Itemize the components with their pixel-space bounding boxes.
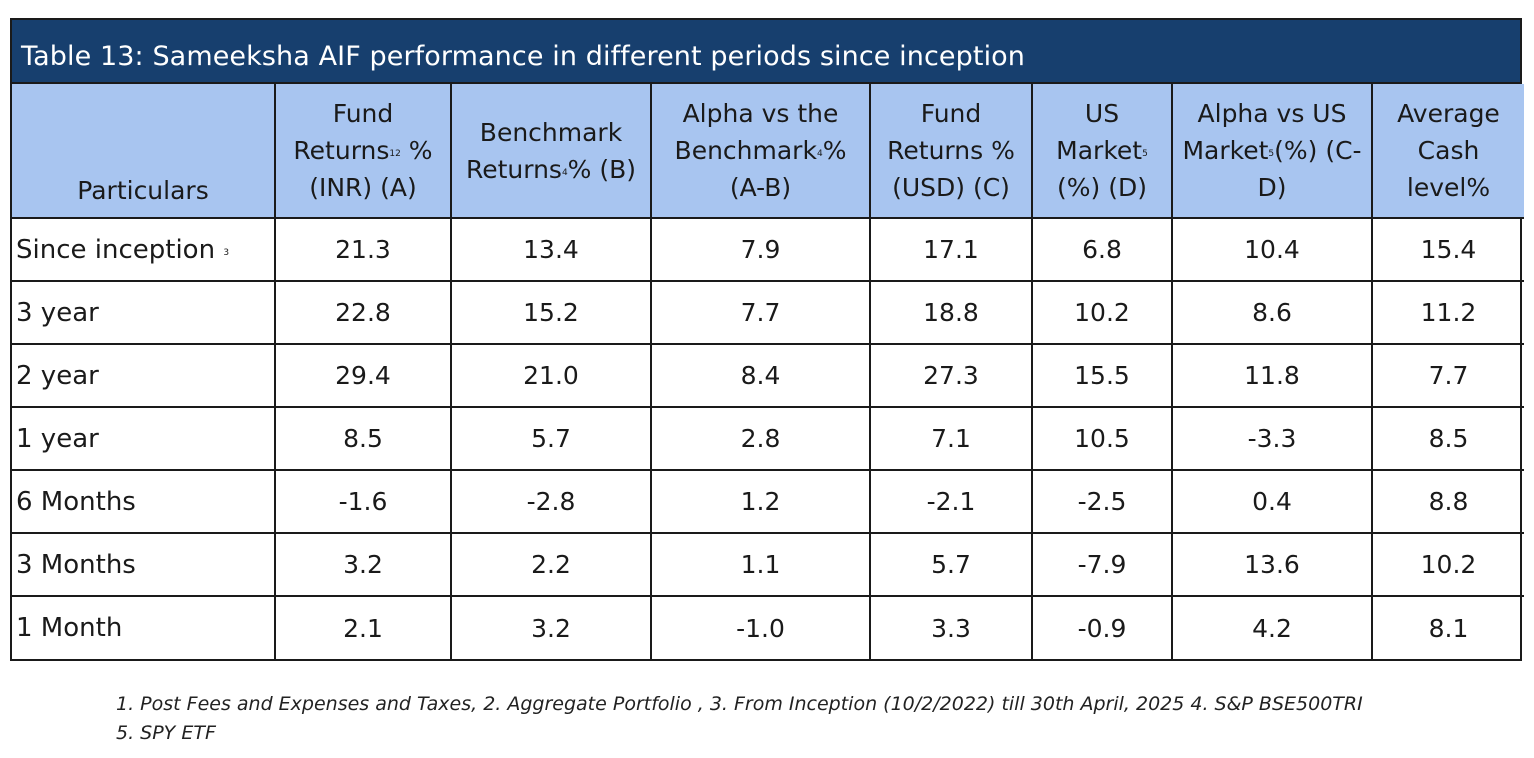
table-cell: 8.4	[650, 343, 871, 408]
row-label: 3 Months	[12, 532, 276, 597]
table-cell: -0.9	[1031, 595, 1173, 659]
table-cell: 15.4	[1371, 217, 1524, 282]
header-cell-alpha-vs-us-market: Alpha vs US Market5(%) (C-D)	[1171, 84, 1373, 219]
table-cell: 1.1	[650, 532, 871, 597]
table-cell: 8.5	[274, 406, 452, 471]
table-cell: 11.8	[1171, 343, 1373, 408]
row-label: 2 year	[12, 343, 276, 408]
table-row: 3 year 22.8 15.2 7.7 18.8 10.2 8.6 11.2	[12, 280, 1524, 345]
header-cell-alpha-vs-benchmark: Alpha vs the Benchmark4% (A-B)	[650, 84, 871, 219]
footnote: 1. Post Fees and Expenses and Taxes, 2. …	[116, 693, 1363, 744]
table-cell: 3.3	[869, 595, 1033, 659]
table-cell: -3.3	[1171, 406, 1373, 471]
table-cell: 27.3	[869, 343, 1033, 408]
table-cell: 3.2	[274, 532, 452, 597]
header-cell-benchmark-returns: Benchmark Returns4% (B)	[450, 84, 652, 219]
table-cell: -1.6	[274, 469, 452, 534]
table-cell: 22.8	[274, 280, 452, 345]
header-cell-fund-returns-usd: Fund Returns % (USD) (C)	[869, 84, 1033, 219]
table-cell: 3.2	[450, 595, 652, 659]
table-cell: 8.1	[1371, 595, 1524, 659]
table-cell: 13.4	[450, 217, 652, 282]
table-row: 1 Month 2.1 3.2 -1.0 3.3 -0.9 4.2 8.1	[12, 595, 1524, 659]
table-cell: 5.7	[450, 406, 652, 471]
header-cell-average-cash-level: Average Cash level%	[1371, 84, 1524, 219]
table-cell: 2.8	[650, 406, 871, 471]
table-cell: 15.5	[1031, 343, 1173, 408]
table-cell: 10.2	[1031, 280, 1173, 345]
table-row: 6 Months -1.6 -2.8 1.2 -2.1 -2.5 0.4 8.8	[12, 469, 1524, 534]
table-cell: 18.8	[869, 280, 1033, 345]
table-cell: -2.1	[869, 469, 1033, 534]
table-cell: 2.1	[274, 595, 452, 659]
table-cell: 10.2	[1371, 532, 1524, 597]
table-cell: 0.4	[1171, 469, 1373, 534]
table-cell: -2.5	[1031, 469, 1173, 534]
table-row: 3 Months 3.2 2.2 1.1 5.7 -7.9 13.6 10.2	[12, 532, 1524, 597]
row-label: 3 year	[12, 280, 276, 345]
header-cell-us-market: US Market5 (%) (D)	[1031, 84, 1173, 219]
table-cell: 7.7	[650, 280, 871, 345]
table-cell: -1.0	[650, 595, 871, 659]
table-cell: 13.6	[1171, 532, 1373, 597]
header-cell-fund-returns-inr: Fund Returns12 % (INR) (A)	[274, 84, 452, 219]
table-cell: 6.8	[1031, 217, 1173, 282]
row-label: Since inception 3	[12, 217, 276, 282]
table-cell: -7.9	[1031, 532, 1173, 597]
performance-table: Table 13: Sameeksha AIF performance in d…	[10, 18, 1524, 661]
table-row: 1 year 8.5 5.7 2.8 7.1 10.5 -3.3 8.5	[12, 406, 1524, 471]
row-label: 1 year	[12, 406, 276, 471]
table-cell: 4.2	[1171, 595, 1373, 659]
table-cell: 8.6	[1171, 280, 1373, 345]
table-row: Since inception 3 21.3 13.4 7.9 17.1 6.8…	[12, 217, 1524, 282]
header-cell-particulars: Particulars	[12, 84, 276, 219]
header-row: Particulars Fund Returns12 % (INR) (A) B…	[12, 84, 1524, 219]
table-cell: 17.1	[869, 217, 1033, 282]
table-cell: 7.9	[650, 217, 871, 282]
table-cell: 7.1	[869, 406, 1033, 471]
table-cell: 8.8	[1371, 469, 1524, 534]
table-title: Table 13: Sameeksha AIF performance in d…	[12, 20, 1520, 84]
table-cell: 8.5	[1371, 406, 1524, 471]
performance-grid: Particulars Fund Returns12 % (INR) (A) B…	[12, 84, 1524, 659]
row-label: 1 Month	[12, 595, 276, 659]
row-label: 6 Months	[12, 469, 276, 534]
table-cell: 5.7	[869, 532, 1033, 597]
table-cell: 29.4	[274, 343, 452, 408]
table-cell: 21.0	[450, 343, 652, 408]
table-cell: 1.2	[650, 469, 871, 534]
table-cell: 21.3	[274, 217, 452, 282]
table-cell: 10.5	[1031, 406, 1173, 471]
table-cell: 11.2	[1371, 280, 1524, 345]
table-cell: 2.2	[450, 532, 652, 597]
table-cell: 15.2	[450, 280, 652, 345]
table-cell: 10.4	[1171, 217, 1373, 282]
table-cell: 7.7	[1371, 343, 1524, 408]
table-row: 2 year 29.4 21.0 8.4 27.3 15.5 11.8 7.7	[12, 343, 1524, 408]
table-cell: -2.8	[450, 469, 652, 534]
